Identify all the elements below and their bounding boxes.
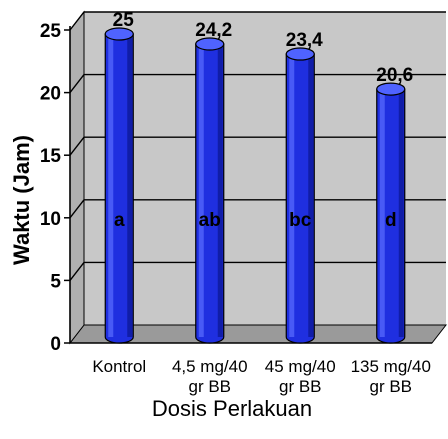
bar-shade <box>398 89 404 337</box>
data-label: 23,4 <box>286 30 323 51</box>
y-tick-label: 0 <box>50 334 61 355</box>
bar <box>104 27 134 344</box>
plot-back-wall <box>84 12 446 325</box>
y-axis-label: Waktu (Jam) <box>9 135 34 265</box>
bar <box>376 82 406 344</box>
bar-top <box>195 37 225 51</box>
data-label: 20,6 <box>376 65 413 86</box>
plot-side-wall <box>69 10 85 345</box>
gridline <box>69 261 446 281</box>
bar-top <box>104 27 134 41</box>
bar-top <box>285 47 315 61</box>
y-tick-label: 25 <box>40 21 62 42</box>
x-tick-label: 45 mg/40 gr BB <box>265 357 336 396</box>
bar-shade <box>127 34 133 337</box>
gridline <box>69 73 446 94</box>
y-tick-label: 15 <box>40 146 62 167</box>
data-label: 24,2 <box>195 20 232 41</box>
bar-shade <box>308 54 314 337</box>
x-tick-label: 135 mg/40 gr BB <box>351 357 431 396</box>
significance-letter: d <box>385 210 397 231</box>
bar-highlight <box>379 89 385 337</box>
significance-letter: bc <box>289 210 312 231</box>
x-axis-label: Dosis Perlakuan <box>151 396 313 421</box>
gridline <box>69 199 446 219</box>
y-tick-label: 5 <box>50 271 61 292</box>
significance-letter: ab <box>199 210 221 231</box>
bar <box>285 47 315 344</box>
x-tick-label: 4,5 mg/40 gr BB <box>172 357 248 396</box>
x-tick-label: Kontrol <box>92 357 146 376</box>
data-label: 25 <box>113 10 135 31</box>
significance-letter: a <box>114 210 125 231</box>
y-tick-label: 20 <box>40 84 61 105</box>
bar-highlight <box>289 54 295 337</box>
gridline <box>69 11 446 31</box>
bar-top <box>376 82 406 96</box>
bar-highlight <box>198 44 204 338</box>
bar-shade <box>217 44 223 338</box>
y-tick-label: 10 <box>40 209 61 230</box>
bar-highlight <box>108 34 114 337</box>
bar <box>195 37 225 344</box>
gridline <box>69 136 446 156</box>
